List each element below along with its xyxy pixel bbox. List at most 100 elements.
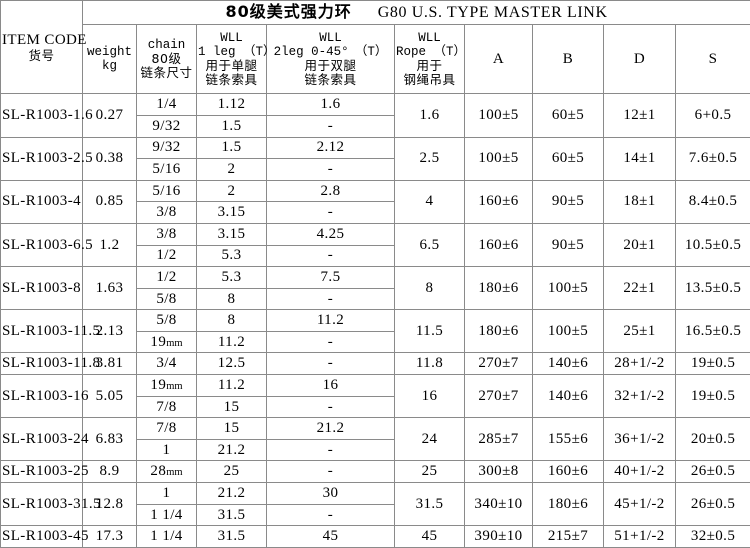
cell-weight: 1.2 [82,222,137,268]
cell-wll-1leg: 3.15 [196,201,267,224]
cell-dim-a: 270±7 [464,352,533,376]
header-weight-l1: weight [86,45,132,60]
cell-wll-1leg: 3.15 [196,222,267,246]
table-row: SL-R1003-45 17.3 1 1/4 31.5 45 45 390±10 215±7 5… [0,525,750,548]
cell-weight: 1.63 [82,266,137,311]
cell-dim-s: 7.6±0.5 [674,136,750,181]
cell-dim-b: 155±6 [532,417,604,462]
cell-chain-size: 7/8 [136,417,197,440]
header-wll-1leg-l2: 1 leg （T） [198,45,276,60]
table-title-en: G80 U.S. TYPE MASTER LINK [377,4,608,22]
table-row: 5/8 8- [1,287,750,311]
cell-weight: 2.13 [82,309,137,354]
cell-dim-a: 300±8 [464,460,533,484]
cell-wll-1leg: 8 [196,287,267,311]
cell-wll-rope: 2.5 [394,136,465,181]
cell-wll-rope: 24 [394,417,465,462]
table-row: SL-R1003-25 8.9 28mm 25-25 300±8 160±6 40+1/-2… [0,460,750,484]
header-chain-l2: 80级 [151,51,182,67]
cell-dim-a: 100±5 [464,93,533,138]
header-wll-2leg-l1: WLL [319,31,342,46]
cell-item-code: SL-R1003-45 [0,525,89,548]
cell-dim-b: 215±7 [532,525,604,548]
cell-item-code: SL-R1003-25 [0,460,89,484]
cell-item-code: SL-R1003-6.5 [0,222,93,268]
chain-unit-label: mm [166,337,183,349]
cell-wll-rope: 4 [394,179,465,224]
cell-dim-d: 28+1/-2 [603,352,676,376]
header-a: A [464,24,533,95]
cell-chain-size: 5/16 [136,179,197,203]
table-title: 80级美式强力环 G80 U.S. TYPE MASTER LINK [81,0,750,26]
cell-wll-1leg: 15 [196,417,267,440]
cell-chain-size: 1 [136,438,197,462]
cell-dim-a: 340±10 [464,482,533,527]
cell-wll-2leg: 21.2 [266,417,395,440]
table-row: SL-R1003-24 6.83 7/8 15 21.2 24 285±7 155±6 36+1… [0,417,750,462]
cell-wll-2leg: - [266,395,395,419]
cell-wll-1leg: 21.2 [196,438,267,462]
cell-dim-a: 160±6 [464,179,533,224]
header-wll-rope: WLL Rope （T） 用于 钢绳吊具 [394,24,467,95]
cell-dim-d: 20±1 [603,222,676,268]
cell-wll-1leg: 12.5 [196,352,267,376]
cell-dim-s: 6+0.5 [674,93,750,138]
cell-dim-b: 90±5 [532,179,604,224]
cell-wll-rope: 11.8 [394,352,465,376]
cell-item-code: SL-R1003-4 [0,179,83,224]
cell-wll-1leg: 2 [196,179,267,203]
header-wll-rope-l2: Rope （T） [396,45,467,60]
cell-wll-rope: 6.5 [394,222,465,268]
cell-item-code: SL-R1003-8 [0,266,83,311]
cell-wll-rope: 16 [394,374,465,419]
cell-weight: 5.05 [82,374,137,419]
cell-wll-rope: 1.6 [394,93,465,138]
cell-item-code: SL-R1003-31.5 [0,482,101,527]
header-wll-rope-l3: 用于 [416,58,443,74]
cell-dim-d: 45+1/-2 [603,482,676,527]
cell-chain-size: 5/8 [136,287,197,311]
header-chain-l3: 链条尺寸 [140,65,193,81]
table-row: SL-R1003-11.8 3.81 3/4 12.5-11.8 270±7 140±6 2… [0,352,750,376]
cell-dim-s: 8.4±0.5 [674,179,750,224]
cell-wll-2leg: - [266,352,395,376]
cell-dim-s: 16.5±0.5 [674,309,750,354]
cell-chain-size: 28mm [136,460,197,484]
cell-dim-d: 40+1/-2 [603,460,676,484]
header-chain: chain 80级 链条尺寸 [136,24,197,95]
cell-dim-b: 100±5 [532,266,604,311]
cell-dim-a: 160±6 [464,222,533,268]
cell-wll-1leg: 11.2 [196,330,267,354]
cell-wll-2leg: 16 [266,374,395,397]
cell-dim-a: 270±7 [464,374,533,419]
cell-wll-2leg: - [266,287,395,311]
cell-wll-2leg: - [266,460,395,484]
cell-chain-size: 9/32 [136,114,197,138]
cell-wll-rope: 45 [394,525,465,548]
cell-chain-size: 3/4 [136,352,197,376]
table-row: 1/2 5.3- [1,244,750,268]
cell-wll-1leg: 1.12 [196,93,267,116]
cell-chain-size: 5/8 [136,309,197,332]
cell-dim-a: 100±5 [464,136,533,181]
cell-dim-a: 180±6 [464,309,533,354]
cell-wll-1leg: 1.5 [196,136,267,160]
header-wll-2leg-l4: 链条索具 [304,72,357,88]
cell-dim-s: 19±0.5 [674,374,750,419]
cell-dim-b: 140±6 [532,352,604,376]
header-wll-2leg: WLL 2leg 0-45° （T） 用于双腿 链条索具 [266,24,395,95]
cell-item-code: SL-R1003-11.8 [0,352,100,376]
cell-wll-2leg: - [266,503,395,527]
cell-chain-size: 19mm [136,374,197,397]
cell-chain-size: 1/2 [136,266,197,289]
header-wll-2leg-l3: 用于双腿 [304,58,357,74]
cell-chain-size: 1 [136,482,197,505]
cell-chain-size: 7/8 [136,395,197,419]
cell-weight: 0.27 [82,93,137,138]
cell-chain-size: 3/8 [136,222,197,246]
cell-wll-2leg: 30 [266,482,395,505]
cell-item-code: SL-R1003-1.6 [0,93,93,138]
cell-dim-s: 26±0.5 [674,482,750,527]
cell-wll-rope: 11.5 [394,309,465,354]
